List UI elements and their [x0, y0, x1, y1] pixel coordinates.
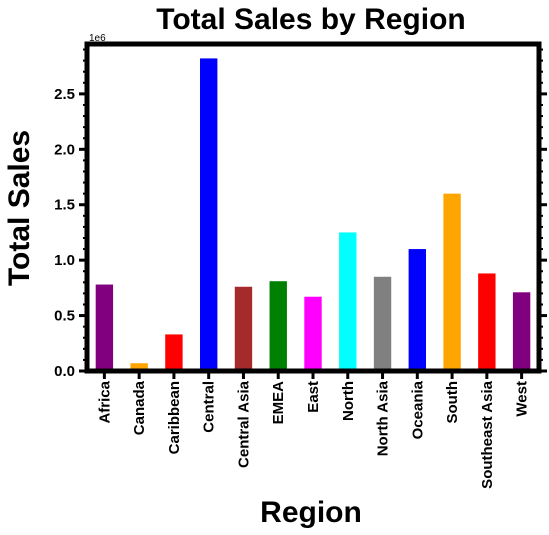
x-tick-label: Central Asia — [235, 380, 252, 468]
bar-north-asia — [373, 276, 392, 371]
x-tick-label: EMEA — [270, 381, 287, 425]
bar-central-asia — [234, 286, 253, 371]
x-tick-label: Central — [201, 381, 218, 433]
x-tick-label: North Asia — [375, 380, 392, 456]
chart-title: Total Sales by Region — [156, 3, 466, 36]
x-axis-label: Region — [260, 496, 362, 529]
bar-caribbean — [165, 334, 183, 371]
y-tick-label: 1.5 — [54, 197, 75, 214]
bar-south — [443, 193, 461, 371]
plot-area: 0.0 0.5 1.0 1.5 2.0 2.5 Africa Canada Caribbean C… — [54, 41, 547, 489]
bar-africa — [95, 284, 114, 371]
x-tick-label: Africa — [96, 380, 113, 423]
plot-frame — [84, 41, 542, 374]
bar-emea — [269, 281, 287, 371]
x-tick-label: West — [514, 381, 531, 417]
bar-canada — [130, 363, 148, 371]
x-tick-label: Caribbean — [166, 381, 183, 454]
y-tick-label: 0.5 — [54, 308, 75, 325]
y-axis-label: Total Sales — [3, 130, 36, 286]
y-tick-label: 1.0 — [54, 252, 75, 269]
x-tick-label: South — [444, 381, 461, 424]
x-tick-label: Oceania — [409, 380, 426, 439]
bar-central — [200, 58, 218, 372]
y-tick-label: 2.5 — [54, 86, 75, 103]
bar-north — [339, 232, 357, 371]
x-tick-label: Canada — [131, 380, 148, 435]
x-tick-label: East — [305, 381, 322, 413]
bar-east — [304, 296, 322, 371]
y-offset-label: 1e6 — [89, 33, 106, 44]
y-tick-label: 2.0 — [54, 141, 75, 158]
bar-oceania — [408, 249, 426, 371]
bar-southeast-asia — [478, 273, 496, 371]
x-tick-label: Southeast Asia — [479, 380, 496, 488]
x-tick-label: North — [340, 381, 357, 421]
bar-west — [512, 292, 531, 371]
y-tick-label: 0.0 — [54, 363, 75, 380]
